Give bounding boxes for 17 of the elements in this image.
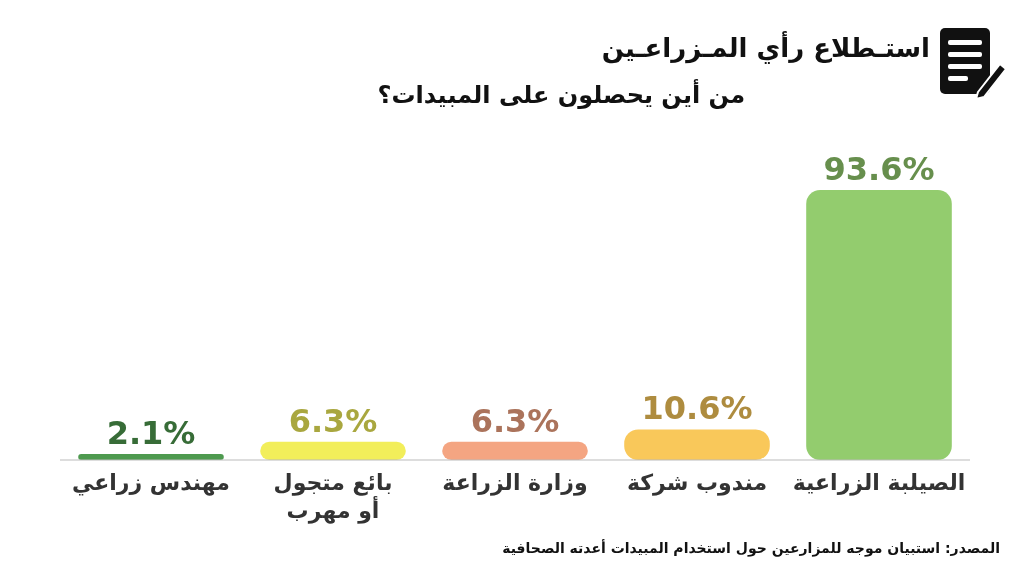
x-tick-label: وزارة الزراعة — [442, 470, 588, 496]
x-tick-label: مهندس زراعي — [71, 470, 231, 496]
data-label: 10.6% — [641, 389, 753, 428]
data-label: 93.6% — [823, 150, 935, 188]
data-label: 6.3% — [288, 401, 378, 440]
text: المصدر: استبيان موجه للمزارعين حول استخدام المبيدات أعدته الصحافية — [502, 539, 1000, 557]
bar — [260, 441, 406, 460]
bar — [806, 190, 952, 460]
data-label: 2.1% — [106, 413, 196, 452]
x-tick-label: مندوب شركة — [626, 470, 768, 496]
x-tick-label: بائع متجول أو مهرب — [273, 470, 393, 524]
chart-subtitle: من أين يحصلون على المبيدات؟ — [377, 79, 745, 109]
chart-title: استـطلاع رأي المـزراعـين — [601, 31, 930, 64]
bar — [624, 429, 770, 460]
bar — [442, 441, 588, 460]
x-tick-label: الصيلبة الزراعية — [792, 470, 966, 496]
data-label: 6.3% — [470, 401, 560, 440]
